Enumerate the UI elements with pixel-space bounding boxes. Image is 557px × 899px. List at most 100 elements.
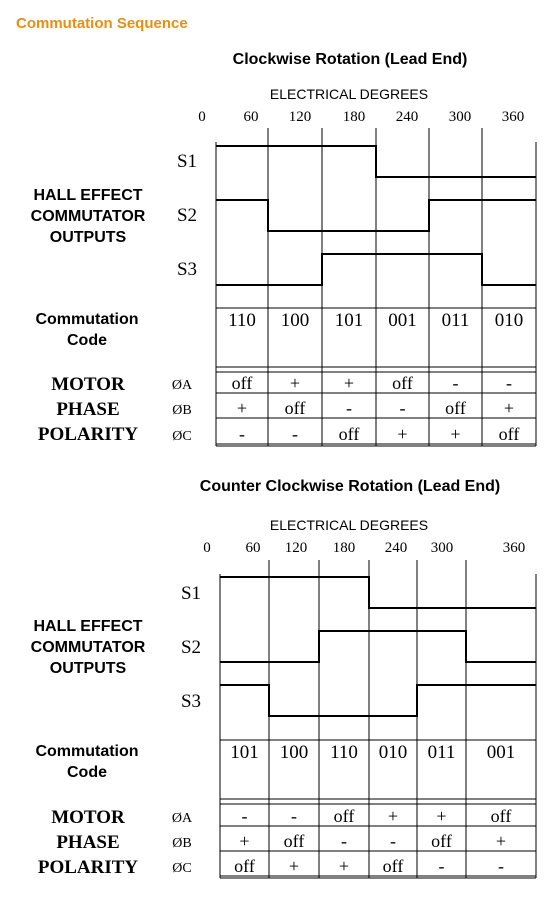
tick-label: 300 xyxy=(431,540,454,556)
phase-polarity-cell: off xyxy=(392,373,413,393)
phase-polarity-cell: + xyxy=(239,831,249,851)
phase-polarity-cell: - xyxy=(400,398,406,418)
degrees-label: ELECTRICAL DEGREES xyxy=(270,86,428,102)
waveform-s2 xyxy=(216,199,536,232)
waveform-s3 xyxy=(216,253,536,286)
degrees-label: ELECTRICAL DEGREES xyxy=(270,517,428,533)
signal-label-s3: S3 xyxy=(177,259,197,280)
phase-polarity-cell: off xyxy=(445,398,466,418)
hall-effect-label: COMMUTATOR xyxy=(31,639,146,656)
phase-polarity-cell: - xyxy=(292,424,298,444)
phase-polarity-cell: - xyxy=(242,806,248,826)
tick-label: 60 xyxy=(246,540,261,556)
hall-effect-label: HALL EFFECT xyxy=(33,618,142,635)
hall-effect-label: OUTPUTS xyxy=(50,229,127,246)
waveform-s1 xyxy=(220,576,536,609)
tick-label: 360 xyxy=(503,540,526,556)
phase-polarity-cell: + xyxy=(289,856,299,876)
diagram-title: Counter Clockwise Rotation (Lead End) xyxy=(200,478,500,495)
commutation-code: 100 xyxy=(281,310,310,331)
section-header: Commutation Sequence xyxy=(16,15,188,32)
tick-label: 180 xyxy=(343,109,366,125)
phase-label: ØB xyxy=(172,836,191,851)
phase-polarity-cell: off xyxy=(284,831,305,851)
phase-polarity-cell: off xyxy=(383,856,404,876)
waveform-s3 xyxy=(220,684,536,717)
motor-phase-label: POLARITY xyxy=(38,424,139,445)
phase-label: ØC xyxy=(172,429,191,444)
signal-label-s1: S1 xyxy=(177,151,197,172)
commutation-code-label: Commutation xyxy=(35,743,138,760)
commutation-code: 001 xyxy=(487,742,516,763)
phase-polarity-cell: + xyxy=(388,806,398,826)
tick-label: 240 xyxy=(396,109,419,125)
diagram-title: Clockwise Rotation (Lead End) xyxy=(233,51,468,68)
tick-label: 180 xyxy=(333,540,356,556)
clockwise-diagram: Clockwise Rotation (Lead End) ELECTRICAL … xyxy=(31,51,537,447)
hall-effect-label: COMMUTATOR xyxy=(31,208,146,225)
motor-phase-label: PHASE xyxy=(56,399,119,420)
motor-phase-label: PHASE xyxy=(56,832,119,853)
commutation-code: 011 xyxy=(442,310,470,331)
phase-polarity-cell: off xyxy=(431,831,452,851)
hall-effect-label: OUTPUTS xyxy=(50,660,127,677)
commutation-code: 100 xyxy=(280,742,309,763)
commutation-code: 110 xyxy=(228,310,256,331)
tick-label: 120 xyxy=(285,540,308,556)
phase-polarity-cell: off xyxy=(285,398,306,418)
phase-polarity-cell: off xyxy=(491,806,512,826)
phase-polarity-cell: + xyxy=(436,806,446,826)
commutation-code: 011 xyxy=(428,742,456,763)
phase-polarity-cell: - xyxy=(439,856,445,876)
commutation-code-label: Code xyxy=(67,332,107,349)
motor-phase-label: POLARITY xyxy=(38,857,139,878)
signal-label-s2: S2 xyxy=(177,205,197,226)
phase-polarity-cell: + xyxy=(237,398,247,418)
phase-label: ØA xyxy=(172,811,193,826)
signal-label-s3: S3 xyxy=(181,691,201,712)
commutation-code: 010 xyxy=(379,742,408,763)
tick-label: 300 xyxy=(449,109,472,125)
phase-polarity-cell: + xyxy=(290,373,300,393)
counter-clockwise-diagram: Counter Clockwise Rotation (Lead End) ELE… xyxy=(31,478,537,879)
phase-polarity-cell: - xyxy=(291,806,297,826)
phase-polarity-cell: - xyxy=(346,398,352,418)
phase-polarity-cell: off xyxy=(232,373,253,393)
hall-effect-label: HALL EFFECT xyxy=(33,187,142,204)
signal-label-s2: S2 xyxy=(181,637,201,658)
phase-polarity-cell: + xyxy=(504,398,514,418)
motor-phase-label: MOTOR xyxy=(51,374,125,395)
commutation-code: 101 xyxy=(335,310,364,331)
phase-polarity-cell: + xyxy=(450,424,460,444)
phase-polarity-cell: - xyxy=(498,856,504,876)
tick-label: 0 xyxy=(198,109,206,125)
commutation-code: 110 xyxy=(330,742,358,763)
commutation-code-label: Code xyxy=(67,764,107,781)
waveform-s1 xyxy=(216,145,536,178)
phase-polarity-cell: - xyxy=(506,373,512,393)
phase-polarity-cell: - xyxy=(453,373,459,393)
phase-label: ØA xyxy=(172,378,193,393)
commutation-code: 101 xyxy=(230,742,259,763)
phase-polarity-cell: + xyxy=(339,856,349,876)
phase-polarity-cell: + xyxy=(496,831,506,851)
tick-label: 240 xyxy=(385,540,408,556)
phase-polarity-cell: off xyxy=(339,424,360,444)
phase-polarity-cell: off xyxy=(499,424,520,444)
commutation-code: 010 xyxy=(495,310,524,331)
tick-label: 360 xyxy=(502,109,525,125)
commutation-code: 001 xyxy=(388,310,417,331)
waveform-s2 xyxy=(220,630,536,663)
signal-label-s1: S1 xyxy=(181,583,201,604)
phase-polarity-cell: - xyxy=(341,831,347,851)
phase-label: ØC xyxy=(172,861,191,876)
commutation-code-label: Commutation xyxy=(35,311,138,328)
phase-polarity-cell: + xyxy=(397,424,407,444)
phase-polarity-cell: - xyxy=(390,831,396,851)
phase-polarity-cell: off xyxy=(234,856,255,876)
phase-label: ØB xyxy=(172,403,191,418)
phase-polarity-cell: + xyxy=(344,373,354,393)
tick-label: 120 xyxy=(289,109,312,125)
